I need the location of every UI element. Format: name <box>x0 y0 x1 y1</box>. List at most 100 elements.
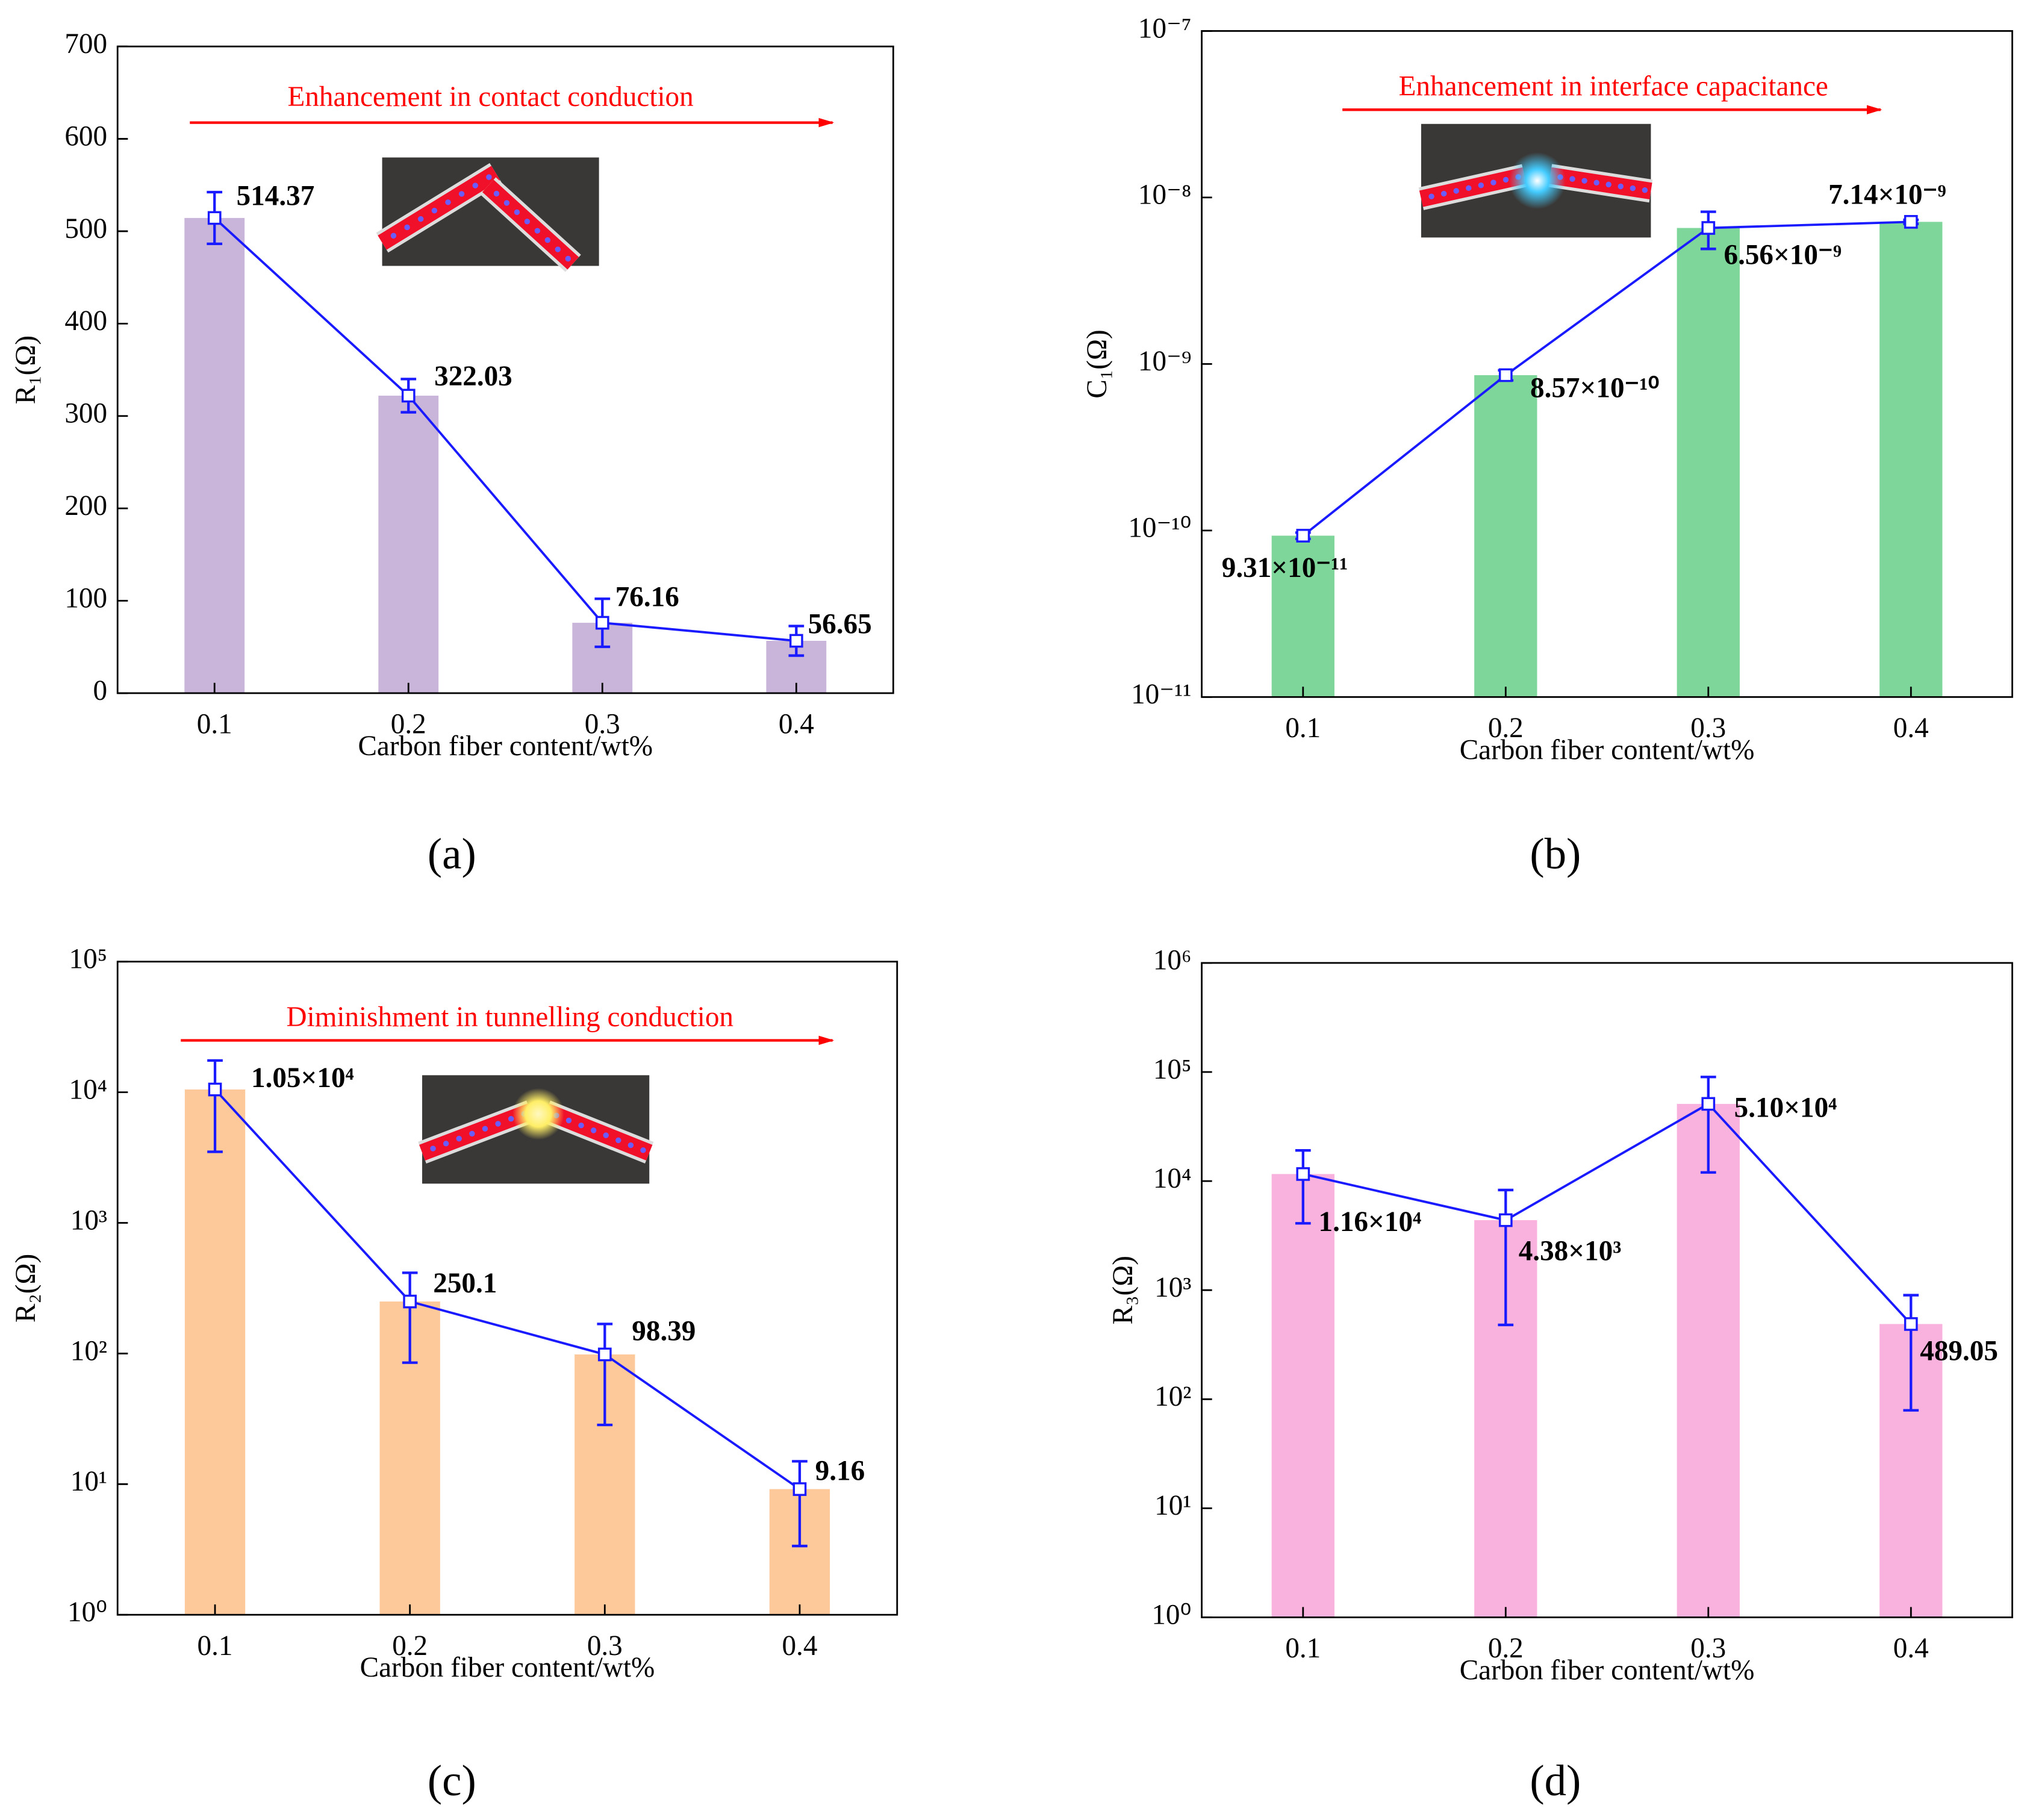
marker <box>1498 368 1513 382</box>
inset-dot <box>590 1127 597 1133</box>
y-axis-label: R₃(Ω) <box>1107 1256 1139 1324</box>
annotation: Diminishment in tunnelling conduction <box>287 1002 733 1033</box>
y-tick-label: 300 <box>64 398 107 429</box>
inset-dot <box>1642 187 1648 193</box>
bar <box>1271 535 1334 697</box>
x-axis-label: Carbon fiber content/wt% <box>360 1652 655 1683</box>
inset-dot <box>430 1145 436 1152</box>
y-tick-label: 10⁶ <box>1153 945 1192 976</box>
inset-dot <box>1490 179 1496 185</box>
y-tick-label: 200 <box>64 490 107 522</box>
x-tick-label: 0.4 <box>1893 1633 1929 1664</box>
marker <box>1904 215 1918 229</box>
marker <box>1296 1167 1310 1181</box>
panel-label: (d) <box>1530 1756 1581 1805</box>
inset-dot <box>486 174 492 180</box>
error-bar <box>1903 1294 1919 1412</box>
y-tick-label: 10⁻⁸ <box>1138 179 1191 211</box>
x-axis-label: Carbon fiber content/wt% <box>1460 734 1755 765</box>
marker <box>789 634 803 648</box>
inset-dot <box>1593 179 1599 186</box>
value-label: 250.1 <box>433 1268 497 1299</box>
y-tick-label: 10⁵ <box>1153 1054 1192 1085</box>
annotation: Enhancement in contact conduction <box>288 81 694 113</box>
bar <box>1879 222 1943 697</box>
error-bar <box>207 1059 223 1153</box>
inset-dot <box>1569 176 1575 182</box>
inset-dot <box>1605 181 1611 188</box>
value-label: 489.05 <box>1920 1336 1998 1367</box>
series-line <box>213 217 797 642</box>
marker <box>1701 1097 1716 1111</box>
inset-dot <box>627 1142 634 1148</box>
inset-dot <box>508 1115 514 1122</box>
value-label: 98.39 <box>632 1315 696 1347</box>
inset-dot <box>615 1137 621 1144</box>
y-tick-label: 10³ <box>1154 1272 1191 1303</box>
inset-glow <box>1509 152 1566 210</box>
marker <box>208 1082 222 1097</box>
value-label: 6.56×10⁻⁹ <box>1724 240 1842 271</box>
x-tick-label: 0.3 <box>1690 712 1726 744</box>
inset-dot <box>404 224 410 231</box>
x-tick-label: 0.3 <box>587 1630 623 1662</box>
x-tick-label: 0.1 <box>1285 712 1321 744</box>
y-tick-label: 500 <box>64 213 107 245</box>
inset-dot <box>640 1147 646 1153</box>
inset-dot <box>445 199 451 205</box>
y-tick-label: 10⁴ <box>69 1074 107 1105</box>
y-tick-label: 100 <box>64 582 107 614</box>
marker <box>1701 221 1716 235</box>
marker <box>1904 1317 1918 1331</box>
inset-dot <box>469 1130 475 1137</box>
y-tick-label: 10⁻¹¹ <box>1131 679 1191 710</box>
inset-dot <box>1440 190 1447 197</box>
x-tick-label: 0.4 <box>1893 712 1929 744</box>
inset-dot <box>1618 183 1624 190</box>
error-bar <box>1498 1188 1514 1327</box>
inset-dot <box>555 246 561 252</box>
value-label: 56.65 <box>808 608 872 640</box>
error-bar <box>597 1323 613 1427</box>
x-tick-label: 0.1 <box>198 1630 233 1662</box>
bar <box>378 395 439 693</box>
annotation: Enhancement in interface capacitance <box>1399 71 1828 102</box>
inset-dot <box>1502 176 1509 183</box>
x-tick-label: 0.4 <box>779 708 814 740</box>
error-bar <box>402 1271 418 1364</box>
inset-dot <box>603 1132 609 1138</box>
y-tick-label: 10¹ <box>1154 1490 1191 1521</box>
panel-label: (c) <box>428 1756 476 1805</box>
inset-dot <box>1428 193 1434 199</box>
inset-dot <box>1581 178 1587 184</box>
inset-dot <box>493 190 500 197</box>
bar <box>1677 1103 1740 1618</box>
inset-dot <box>390 232 397 239</box>
y-axis-label: R₂(Ω) <box>10 1254 42 1323</box>
x-axis-label: Carbon fiber content/wt% <box>1460 1654 1755 1686</box>
y-tick-label: 10⁻⁹ <box>1138 346 1191 377</box>
y-tick-label: 10⁵ <box>69 944 107 975</box>
x-tick-label: 0.2 <box>391 708 426 740</box>
inset-glow <box>512 1088 564 1140</box>
plot-frame <box>116 45 894 694</box>
y-tick-label: 10⁰ <box>1151 1599 1191 1630</box>
y-tick-label: 10¹ <box>70 1466 107 1497</box>
error-bar <box>1295 1149 1311 1225</box>
y-tick-label: 400 <box>64 305 107 337</box>
x-axis-label: Carbon fiber content/wt% <box>358 731 653 762</box>
inset-dot <box>431 207 438 214</box>
marker <box>597 1347 612 1362</box>
x-tick-label: 0.3 <box>1690 1633 1726 1664</box>
value-label: 514.37 <box>237 181 315 212</box>
error-bar <box>1700 1076 1716 1174</box>
value-label: 9.31×10⁻¹¹ <box>1222 552 1348 584</box>
bar <box>1474 375 1537 697</box>
inset-dot <box>524 219 531 225</box>
inset-dot <box>472 182 478 189</box>
y-tick-label: 10³ <box>70 1205 107 1236</box>
x-tick-label: 0.1 <box>197 708 232 740</box>
inset-dot <box>544 237 551 243</box>
